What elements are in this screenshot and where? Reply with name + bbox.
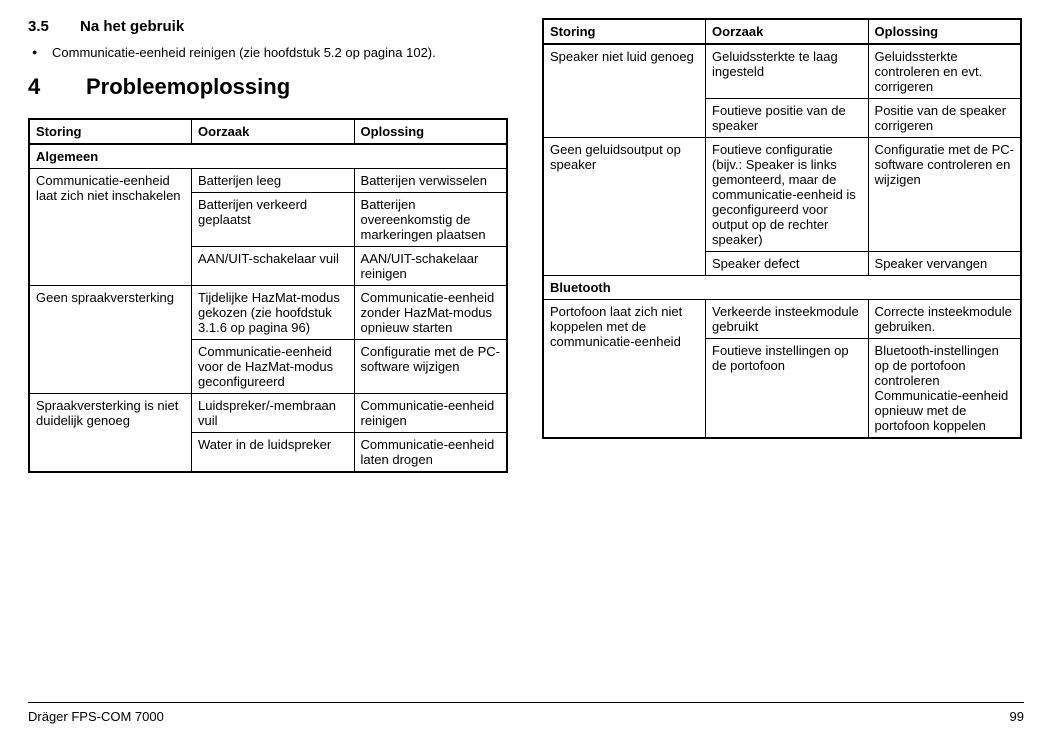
cell-oplossing: Communicatie-eenheid laten drogen — [354, 433, 507, 473]
heading-3-5: 3.5Na het gebruik — [28, 18, 508, 35]
cell-storing: Geen spraakversterking — [29, 286, 192, 394]
section-row: Bluetooth — [543, 276, 1021, 300]
col-header: Storing — [543, 19, 706, 44]
bullet-item: Communicatie-eenheid reinigen (zie hoofd… — [28, 45, 508, 60]
cell-storing: Geen geluidsoutput op speaker — [543, 138, 706, 276]
cell-oorzaak: Foutieve instellingen op de portofoon — [706, 339, 869, 439]
heading-4: 4Probleemoplossing — [28, 74, 508, 100]
right-column: Storing Oorzaak Oplossing Speaker niet l… — [542, 18, 1022, 473]
cell-oorzaak: Water in de luidspreker — [192, 433, 355, 473]
cell-oorzaak: AAN/UIT-schakelaar vuil — [192, 247, 355, 286]
cell-oplossing: Configuratie met de PC-software controle… — [868, 138, 1021, 252]
cell-oplossing: AAN/UIT-schakelaar reinigen — [354, 247, 507, 286]
col-header: Oplossing — [354, 119, 507, 144]
heading-text: Probleemoplossing — [86, 74, 290, 99]
cell-oplossing: Configuratie met de PC-software wijzigen — [354, 340, 507, 394]
col-header: Oorzaak — [706, 19, 869, 44]
col-header: Oorzaak — [192, 119, 355, 144]
cell-oorzaak: Speaker defect — [706, 252, 869, 276]
cell-oplossing: Bluetooth-instellingen op de portofoon c… — [868, 339, 1021, 439]
col-header: Storing — [29, 119, 192, 144]
footer-product: Dräger FPS-COM 7000 — [28, 709, 164, 724]
page-footer: Dräger FPS-COM 7000 99 — [28, 702, 1024, 724]
cell-oplossing: Batterijen overeenkomstig de markeringen… — [354, 193, 507, 247]
cell-oorzaak: Communicatie-eenheid voor de HazMat-modu… — [192, 340, 355, 394]
cell-oorzaak: Foutieve positie van de speaker — [706, 99, 869, 138]
troubleshooting-table-left: Storing Oorzaak Oplossing Algemeen Commu… — [28, 118, 508, 473]
cell-oorzaak: Batterijen verkeerd geplaatst — [192, 193, 355, 247]
heading-number: 4 — [28, 74, 86, 100]
cell-oorzaak: Luidspreker/-membraan vuil — [192, 394, 355, 433]
cell-oplossing: Positie van de speaker corrigeren — [868, 99, 1021, 138]
cell-storing: Portofoon laat zich niet koppelen met de… — [543, 300, 706, 439]
footer-page-number: 99 — [1010, 709, 1024, 724]
left-column: 3.5Na het gebruik Communicatie-eenheid r… — [28, 18, 508, 473]
section-row: Algemeen — [29, 144, 507, 169]
heading-number: 3.5 — [28, 18, 80, 35]
cell-oorzaak: Verkeerde insteekmodule gebruikt — [706, 300, 869, 339]
cell-oorzaak: Geluidssterkte te laag ingesteld — [706, 44, 869, 99]
cell-oorzaak: Tijdelijke HazMat-modus gekozen (zie hoo… — [192, 286, 355, 340]
cell-oplossing: Communicatie-eenheid zonder HazMat-modus… — [354, 286, 507, 340]
cell-oplossing: Geluidssterkte controleren en evt. corri… — [868, 44, 1021, 99]
cell-oorzaak: Batterijen leeg — [192, 169, 355, 193]
cell-oorzaak: Foutieve configuratie (bijv.: Speaker is… — [706, 138, 869, 252]
cell-storing: Communicatie-eenheid laat zich niet insc… — [29, 169, 192, 286]
troubleshooting-table-right: Storing Oorzaak Oplossing Speaker niet l… — [542, 18, 1022, 439]
cell-storing: Spraakversterking is niet duidelijk geno… — [29, 394, 192, 473]
cell-oplossing: Communicatie-eenheid reinigen — [354, 394, 507, 433]
col-header: Oplossing — [868, 19, 1021, 44]
cell-storing: Speaker niet luid genoeg — [543, 44, 706, 138]
cell-oplossing: Correcte insteekmodule gebruiken. — [868, 300, 1021, 339]
cell-oplossing: Speaker vervangen — [868, 252, 1021, 276]
heading-text: Na het gebruik — [80, 18, 184, 35]
cell-oplossing: Batterijen verwisselen — [354, 169, 507, 193]
